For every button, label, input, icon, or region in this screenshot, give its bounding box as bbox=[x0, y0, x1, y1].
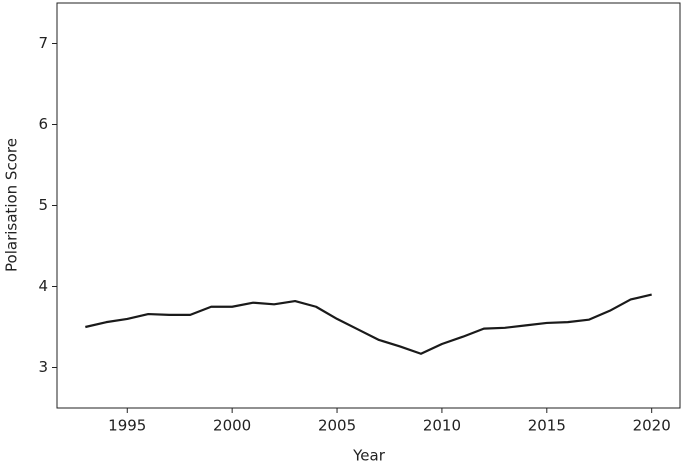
y-tick-label: 4 bbox=[38, 277, 48, 295]
data-line bbox=[85, 293, 652, 355]
plot-frame bbox=[56, 2, 681, 409]
x-tick-label: 2010 bbox=[423, 417, 461, 435]
x-tick-label: 2000 bbox=[213, 417, 251, 435]
y-tick-label: 7 bbox=[38, 34, 48, 52]
y-axis-label: Polarisation Score bbox=[3, 138, 21, 272]
x-axis-label: Year bbox=[352, 447, 386, 465]
x-tick-label: 2020 bbox=[633, 417, 671, 435]
x-tick-label: 1995 bbox=[108, 417, 146, 435]
x-tick-label: 2015 bbox=[528, 417, 566, 435]
y-tick-label: 3 bbox=[38, 358, 48, 376]
y-tick-label: 5 bbox=[38, 196, 48, 214]
y-tick-label: 6 bbox=[38, 115, 48, 133]
x-tick-label: 2005 bbox=[318, 417, 356, 435]
